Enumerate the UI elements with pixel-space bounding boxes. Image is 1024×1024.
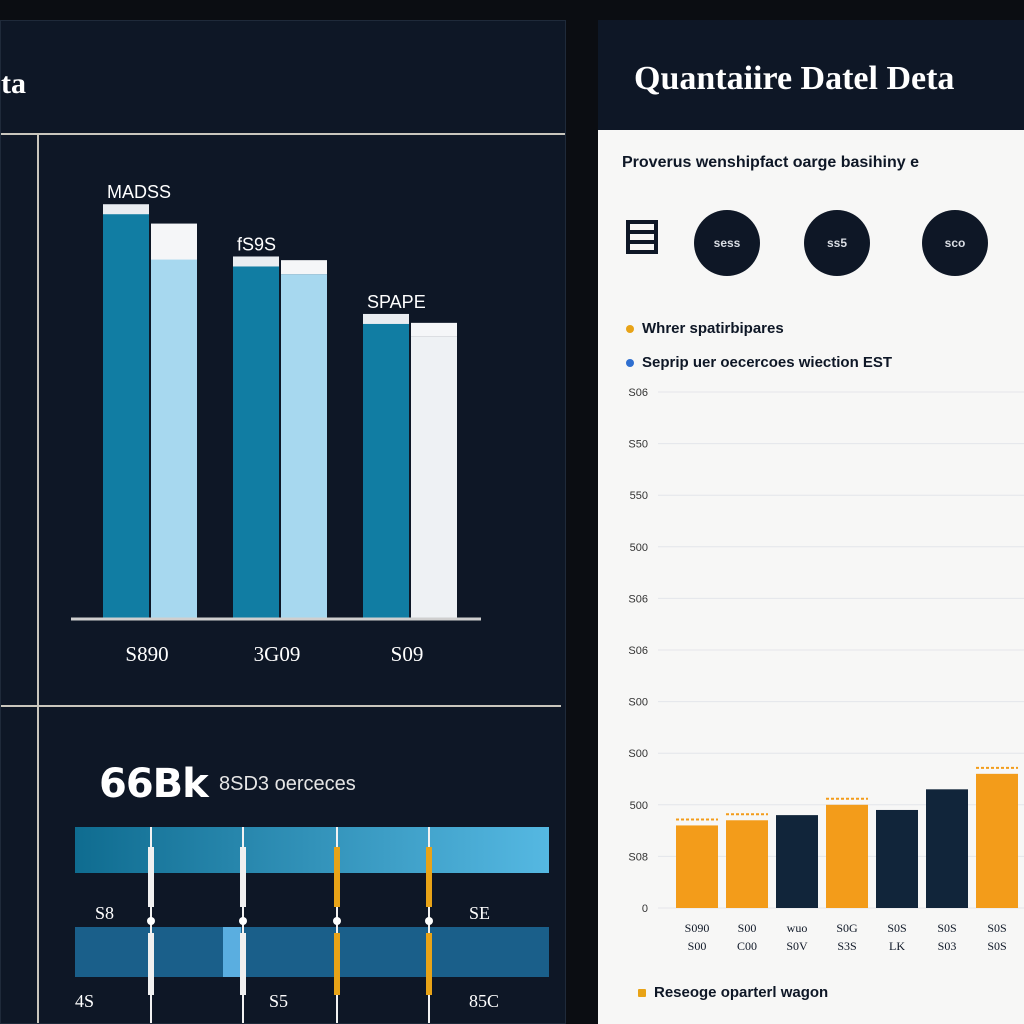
bar-0 [676,825,718,908]
footnote-label: Reseoge oparterl wagon [654,984,829,1001]
bar-1 [726,820,768,908]
x-tick-label-1: 3G09 [254,642,301,666]
chart-footnote: Reseoge oparterl wagon [638,984,828,1001]
range-label-0: S8 [95,903,114,923]
bar-4 [876,809,918,908]
y-tick-label-10: S06 [628,387,648,399]
grouped-bar-chart: MADSS S890 fS9S 3G09 SPAPE S09 [71,182,481,666]
legend-label-2: Seprip uer oecercoes wiection EST [642,354,893,371]
x-tick-label-5-1: S03 [938,939,957,953]
x-tick-label-6-0: S0S [987,921,1006,935]
bar-data-label-1: fS9S [237,234,276,254]
y-tick-label-5: S06 [628,645,648,657]
x-tick-label-2-0: wuo [787,921,808,935]
legend-label-1: Whrer spatirbipares [642,320,784,337]
stat-circle-2[interactable]: ss5 [804,210,870,276]
y-tick-label-0: 0 [642,903,648,915]
bar-data-label-2: SPAPE [367,292,426,312]
menu-icon[interactable] [626,220,658,254]
left-dashboard-panel: ta MADSS S890 fS9S 3G09 SPAPE S09 66Bk 8SD3 o… [0,20,566,1024]
range-bars-graphic: S8 SE 4S S5 85C [75,827,549,1023]
x-tick-label-4-0: S0S [887,921,906,935]
bar-series1-0 [103,206,149,619]
range-bar-bottom [75,927,549,977]
range-marker-dot-1 [239,917,247,925]
legend-item-2: Seprip uer oecercoes wiection EST [626,354,892,371]
y-tick-label-2: 500 [630,800,648,812]
right-panel-title: Quantaiire Datel Deta [634,60,955,97]
bar-6 [976,773,1018,908]
y-tick-label-1: S08 [628,851,648,863]
range-marker-thumb-3[interactable] [426,847,432,907]
bar-series2-0 [151,237,197,619]
x-tick-label-0-0: S090 [685,921,710,935]
range-bar-top [75,827,549,873]
x-tick-label-1-1: C00 [737,939,757,953]
vertical-bar-chart: 0 S08 500 S00 S00 S06 S06 500 550 S50 S06 S090 S00 S0… [628,387,1024,953]
y-tick-label-4: S00 [628,697,648,709]
x-tick-label-3-1: S3S [837,939,856,953]
bar-cap-2-1 [281,260,327,275]
range-marker-thumb-1[interactable] [240,847,246,907]
bar-data-label-0: MADSS [107,182,171,202]
bar-series1-2 [363,315,409,619]
range-label-3: S5 [269,991,288,1011]
x-tick-label-4-1: LK [889,939,905,953]
bar-cap-1-2 [363,313,409,324]
x-tick-label-2: S09 [391,642,424,666]
right-panel-subtitle: Proverus wenshipfact oarge basihiny e [622,154,919,171]
x-tick-label-2-1: S0V [786,939,808,953]
range-segment [223,927,241,977]
range-marker-dot-0 [147,917,155,925]
bar-5 [926,789,968,908]
range-marker-thumb-lower-1[interactable] [240,933,246,995]
range-label-4: 85C [469,991,499,1011]
x-tick-label-3-0: S0G [836,921,858,935]
bar-3 [826,804,868,908]
horizontal-divider [1,705,561,707]
y-tick-label-3: S00 [628,748,648,760]
legend-dot-1 [626,324,634,333]
range-label-2: 4S [75,991,94,1011]
y-tick-label-9: S50 [628,439,648,451]
range-marker-thumb-lower-0[interactable] [148,933,154,995]
y-tick-label-8: 550 [630,490,648,502]
y-tick-label-7: 500 [630,542,648,554]
stat-circle-3[interactable]: sco [922,210,988,276]
x-tick-label-0: S890 [125,642,168,666]
range-marker-thumb-0[interactable] [148,847,154,907]
legend-item-1: Whrer spatirbipares [626,320,784,337]
kpi-caption: 8SD3 oerceces [219,773,356,795]
range-marker-thumb-2[interactable] [334,847,340,907]
legend-dot-2 [626,358,634,367]
range-marker-thumb-lower-3[interactable] [426,933,432,995]
bar-series1-1 [233,258,279,619]
x-tick-label-1-0: S00 [738,921,757,935]
bar-cap-1-1 [233,256,279,267]
vertical-divider [37,135,39,1023]
kpi-value: 66Bk [99,761,209,807]
range-marker-dot-3 [425,917,433,925]
right-panel-header: Quantaiire Datel Deta [598,20,1024,130]
bar-2 [776,815,818,908]
range-label-1: SE [469,903,490,923]
bar-series2-2 [411,336,457,619]
footnote-dot [638,988,646,997]
range-marker-thumb-lower-2[interactable] [334,933,340,995]
bar-series2-1 [281,274,327,619]
bar-cap-2-2 [411,322,457,337]
left-panel-title: ta [1,67,26,100]
x-tick-label-0-1: S00 [688,939,707,953]
x-tick-label-6-1: S0S [987,939,1006,953]
range-marker-dot-2 [333,917,341,925]
bar-cap-1-0 [103,204,149,215]
x-tick-label-5-0: S0S [937,921,956,935]
stat-circle-1[interactable]: sess [694,210,760,276]
right-dashboard-panel: Quantaiire Datel Deta Proverus wenshipfa… [598,20,1024,1024]
kpi-section: 66Bk 8SD3 oerceces S8 SE 4S S5 85C [39,707,561,1023]
left-panel-header: ta [1,21,565,135]
bar-cap-2-0 [151,223,197,260]
y-tick-label-6: S06 [628,593,648,605]
